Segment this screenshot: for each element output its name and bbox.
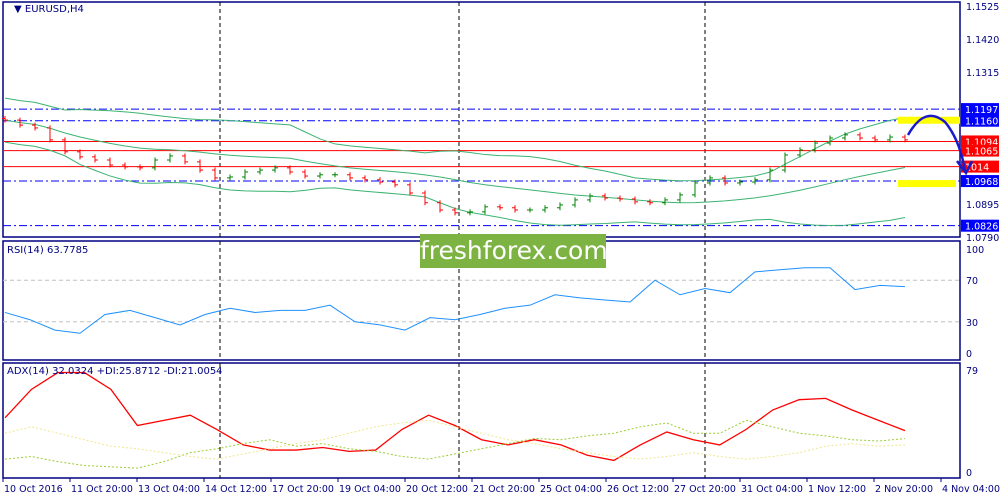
level-badge bbox=[961, 175, 999, 188]
x-tick-label: 19 Oct 04:00 bbox=[339, 484, 401, 495]
rsi-tick-label: 30 bbox=[966, 318, 978, 329]
price-tick-label: 1.1420 bbox=[966, 35, 999, 46]
adx-tick-label: 0 bbox=[966, 468, 972, 479]
bollinger-upper bbox=[4, 97, 906, 182]
price-tick-label: 1.0790 bbox=[966, 233, 999, 244]
rsi-title: RSI(14) 63.7785 bbox=[7, 245, 89, 256]
x-tick-label: 26 Oct 12:00 bbox=[607, 484, 669, 495]
level-label: 1.0826 bbox=[965, 222, 998, 233]
adx-series-0 bbox=[4, 371, 906, 462]
level-badge bbox=[961, 114, 999, 127]
adx-series-1 bbox=[4, 419, 906, 469]
adx-series-2 bbox=[4, 419, 906, 460]
symbol-label: EURUSD,H4 bbox=[24, 4, 84, 15]
main-title: ▼ EURUSD,H4 bbox=[14, 4, 84, 15]
level-badge bbox=[961, 135, 999, 148]
level-badge bbox=[961, 219, 999, 232]
price-tick-label: 1.1315 bbox=[966, 68, 999, 79]
x-tick-label: 14 Oct 12:00 bbox=[205, 484, 267, 495]
x-tick-label: 20 Oct 12:00 bbox=[406, 484, 468, 495]
support-highlight bbox=[898, 180, 956, 188]
level-badge bbox=[961, 144, 999, 157]
x-tick-label: 4 Nov 04:00 bbox=[942, 484, 1000, 495]
resistance-highlight bbox=[898, 116, 960, 124]
level-label: 1.1160 bbox=[965, 117, 998, 128]
level-label: 1.1065 bbox=[965, 147, 998, 158]
rsi-tick-label: 100 bbox=[966, 245, 984, 256]
x-tick-label: 11 Oct 20:00 bbox=[71, 484, 133, 495]
adx-tick-label: 79 bbox=[966, 366, 978, 377]
x-tick-label: 21 Oct 20:00 bbox=[473, 484, 535, 495]
level-label: 1.1197 bbox=[965, 105, 998, 116]
x-tick-label: 10 Oct 2016 bbox=[4, 484, 63, 495]
adx-title: ADX(14) 32.0324 +DI:25.8712 -DI:21.0054 bbox=[7, 366, 223, 377]
x-tick-label: 31 Oct 04:00 bbox=[741, 484, 803, 495]
rsi-tick-label: 0 bbox=[966, 349, 972, 360]
watermark-logo: freshforex.com bbox=[420, 234, 608, 268]
x-tick-label: 13 Oct 04:00 bbox=[138, 484, 200, 495]
level-label: 1.0968 bbox=[965, 177, 998, 188]
level-label: 1014 bbox=[965, 163, 989, 174]
forecast-arrow-head bbox=[956, 160, 974, 176]
x-tick-label: 2 Nov 20:00 bbox=[875, 484, 933, 495]
price-tick-label: 1.1525 bbox=[966, 2, 999, 13]
price-tick-label: 1.0895 bbox=[966, 200, 999, 211]
x-tick-label: 17 Oct 20:00 bbox=[272, 484, 334, 495]
x-tick-label: 27 Oct 20:00 bbox=[674, 484, 736, 495]
rsi-line bbox=[4, 267, 906, 334]
rsi-tick-label: 70 bbox=[966, 276, 978, 287]
panel-frame-2 bbox=[2, 362, 961, 479]
level-badge bbox=[961, 103, 999, 116]
forecast-arrow bbox=[906, 114, 967, 172]
panel-frame-0 bbox=[2, 1, 961, 238]
x-tick-label: 1 Nov 12:00 bbox=[808, 484, 866, 495]
x-tick-label: 25 Oct 04:00 bbox=[540, 484, 602, 495]
bollinger-middle bbox=[4, 119, 906, 204]
level-label: 1.1094 bbox=[965, 137, 998, 148]
